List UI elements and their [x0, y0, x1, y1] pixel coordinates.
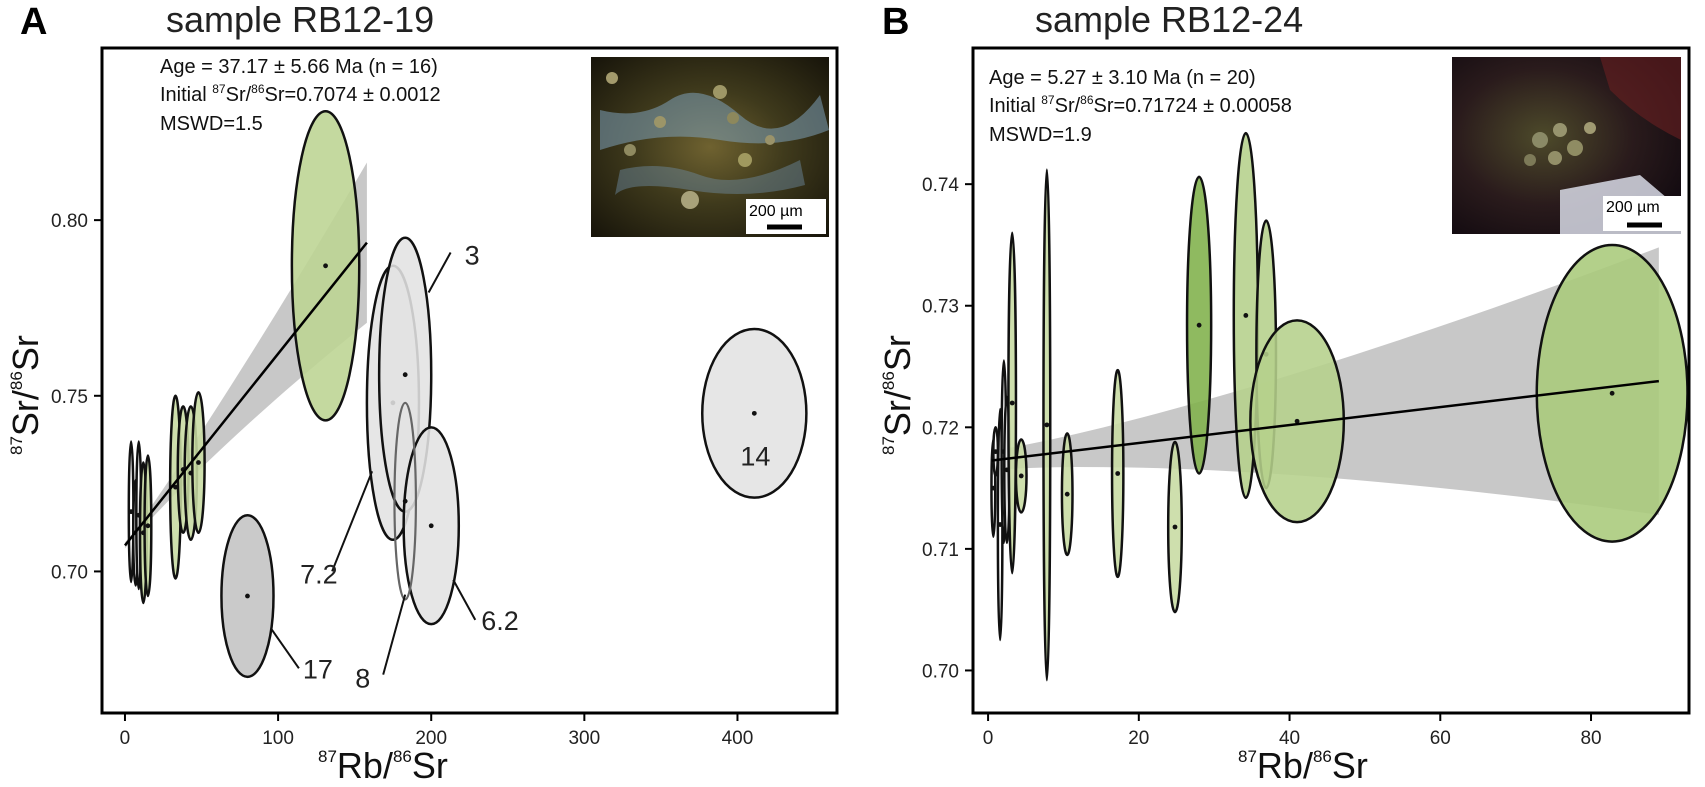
- data-point: [1196, 322, 1202, 328]
- axis-ticks-b: 0 20 40 60 80 0.70 0.71 0.72 0.73 0.74: [922, 175, 1602, 749]
- photomicrograph-inset-b: 200 µm: [1452, 57, 1681, 234]
- x-tick-label: 80: [1580, 728, 1601, 749]
- data-point: [1044, 422, 1050, 428]
- point-label: 14: [740, 441, 770, 471]
- x-axis-label-b: 87Rb/86Sr: [1238, 745, 1368, 786]
- x-tick-label: 200: [415, 728, 447, 749]
- data-point: [145, 523, 151, 529]
- chart-title-b: sample RB12-24: [1035, 0, 1303, 40]
- plot-frame-b: [971, 46, 1691, 715]
- point-label: 8: [355, 664, 370, 694]
- isochron-fit-line: [123, 241, 368, 547]
- y-tick-label: 0.73: [922, 297, 959, 318]
- data-point: [402, 498, 408, 504]
- y-tick-label: 0.72: [922, 418, 959, 439]
- y-axis-label-a: 87Sr/86Sr: [5, 335, 46, 455]
- age-text-a: Age = 37.17 ± 5.66 Ma (n = 16): [160, 56, 438, 78]
- error-ellipse: [393, 401, 418, 601]
- data-point: [1064, 491, 1070, 497]
- isochron-fit-line: [991, 379, 1660, 462]
- x-tick-label: 400: [722, 728, 754, 749]
- panel-label-a: A: [20, 1, 47, 43]
- leader-line: [427, 252, 452, 293]
- data-point: [323, 263, 328, 269]
- y-tick-label: 0.74: [922, 175, 959, 196]
- plot-frame-a: [100, 46, 839, 715]
- axis-ticks-a: 0 100 200 300 400 0.70 0.75 0.80: [51, 211, 753, 749]
- data-point: [402, 372, 408, 378]
- leader-line: [382, 594, 407, 675]
- initial-ratio-text-a: Initial 87Sr/86Sr=0.7074 ± 0.0012: [160, 82, 441, 106]
- data-point: [173, 484, 178, 490]
- panel-label-b: B: [882, 1, 909, 43]
- data-point: [997, 522, 1003, 527]
- panel-a: A sample RB12-19 7.2 3 6.2 14 17 8 0 100 200 300…: [5, 0, 839, 786]
- leader-line: [452, 579, 477, 621]
- point-label: 6.2: [481, 606, 519, 636]
- y-axis-label-b: 87Sr/86Sr: [877, 335, 918, 455]
- y-tick-label: 0.70: [51, 562, 88, 583]
- panel-b: B sample RB12-24 0 20 40 60 80 0.70 0.71 0.72 0.…: [877, 0, 1691, 786]
- x-tick-label: 0: [983, 728, 994, 749]
- data-point: [993, 449, 999, 455]
- age-text-b: Age = 5.27 ± 3.10 Ma (n = 20): [989, 67, 1256, 89]
- data-point: [1243, 313, 1249, 318]
- photomicrograph-inset-a: 200 µm: [591, 57, 829, 237]
- data-point: [1609, 390, 1615, 396]
- x-tick-label: 40: [1279, 728, 1300, 749]
- chart-title-a: sample RB12-19: [166, 0, 434, 40]
- point-label: 7.2: [300, 559, 338, 589]
- y-tick-label: 0.80: [51, 211, 88, 232]
- mswd-text-b: MSWD=1.9: [989, 124, 1092, 146]
- data-point: [245, 593, 250, 599]
- y-tick-label: 0.71: [922, 540, 959, 561]
- data-point: [196, 460, 201, 465]
- x-tick-label: 60: [1430, 728, 1451, 749]
- mswd-text-a: MSWD=1.5: [160, 113, 263, 135]
- scalebar-label-b: 200 µm: [1606, 199, 1660, 216]
- data-point: [990, 485, 996, 491]
- plot-area-b: [990, 131, 1689, 682]
- plot-area-a: 7.2 3 6.2 14 17 8: [123, 109, 808, 694]
- point-label: 3: [465, 241, 480, 271]
- x-tick-label: 100: [262, 728, 294, 749]
- data-point: [428, 523, 434, 529]
- data-point: [1115, 471, 1121, 476]
- x-tick-label: 0: [120, 728, 131, 749]
- x-tick-label: 20: [1128, 728, 1149, 749]
- leader-line: [331, 470, 374, 572]
- y-tick-label: 0.70: [922, 661, 959, 682]
- data-point: [1294, 418, 1300, 424]
- data-point: [1009, 400, 1015, 406]
- point-label: 17: [303, 654, 333, 684]
- x-tick-label: 300: [568, 728, 600, 749]
- x-axis-label-a: 87Rb/86Sr: [318, 745, 448, 786]
- initial-ratio-text-b: Initial 87Sr/86Sr=0.71724 ± 0.00058: [989, 93, 1292, 117]
- data-point: [751, 410, 757, 416]
- leader-line: [270, 627, 300, 669]
- scalebar-label-a: 200 µm: [749, 203, 803, 220]
- y-tick-label: 0.75: [51, 387, 88, 408]
- data-point: [1172, 524, 1178, 530]
- data-point: [1018, 473, 1024, 479]
